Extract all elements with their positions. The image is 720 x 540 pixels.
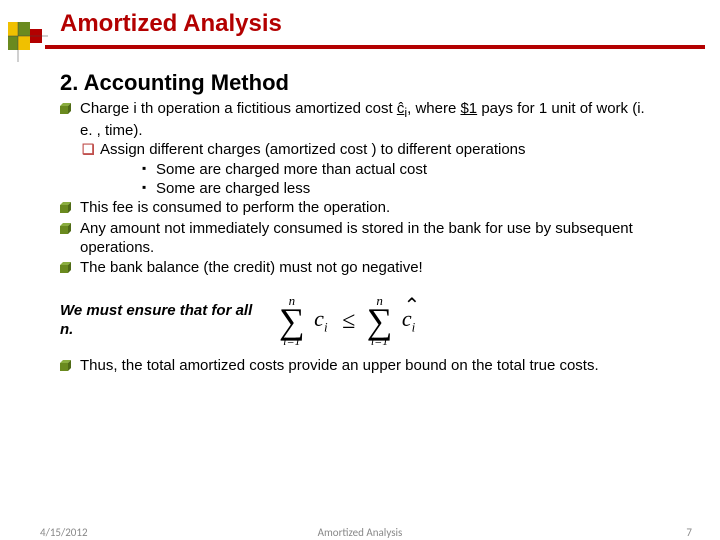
- slide-title: Amortized Analysis: [60, 10, 282, 38]
- ensure-text: We must ensure that for all n.: [60, 302, 260, 340]
- sigma-icon: ∑: [366, 307, 394, 336]
- bullet-item: Thus, the total amortized costs provide …: [60, 357, 660, 378]
- sigma-icon: ∑: [278, 307, 306, 336]
- subsub-bullet-text: Some are charged less: [156, 180, 660, 199]
- rhs-term: ci: [398, 306, 419, 331]
- ensure-row: We must ensure that for all n. n ∑ i=1 c…: [60, 294, 660, 348]
- section-heading: 2. Accounting Method: [60, 70, 289, 96]
- bullet-text: Charge i th operation a fictitious amort…: [80, 100, 660, 140]
- bullet-item: Charge i th operation a fictitious amort…: [60, 100, 660, 140]
- leq-operator: ≤: [336, 308, 361, 334]
- bullet-text: The bank balance (the credit) must not g…: [80, 259, 660, 278]
- footer-title: Amortized Analysis: [0, 526, 720, 539]
- subsub-bullet-text: Some are charged more than actual cost: [156, 161, 660, 180]
- bullet-text: Thus, the total amortized costs provide …: [80, 357, 660, 376]
- cube-bullet-icon: [60, 222, 80, 241]
- cube-bullet-icon: [60, 102, 80, 121]
- title-underline: [45, 45, 705, 49]
- square-bullet-icon: ❑: [82, 141, 100, 159]
- square-icon: ▪: [142, 161, 156, 176]
- cube-bullet-icon: [60, 359, 80, 378]
- cube-bullet-icon: [60, 261, 80, 280]
- square-icon: ▪: [142, 180, 156, 195]
- bullet-item: Any amount not immediately consumed is s…: [60, 220, 660, 258]
- text-span: Charge i th operation a fictitious amort…: [80, 100, 397, 117]
- bullet-text: Any amount not immediately consumed is s…: [80, 220, 660, 258]
- lhs-term: ci: [310, 306, 331, 331]
- sigma-rhs: n ∑ i=1: [366, 294, 394, 348]
- sigma-lhs: n ∑ i=1: [278, 294, 306, 348]
- slide-logo: [8, 22, 48, 62]
- c-hat: c: [402, 305, 412, 333]
- bullet-text: This fee is consumed to perform the oper…: [80, 199, 660, 218]
- c-hat-symbol: ĉi: [397, 100, 407, 117]
- slide-body: Charge i th operation a fictitious amort…: [60, 100, 660, 379]
- sub-bullet-item: ❑ Assign different charges (amortized co…: [60, 141, 660, 160]
- cube-bullet-icon: [60, 201, 80, 220]
- inequality-formula: n ∑ i=1 ci ≤ n ∑ i=1 ci: [278, 294, 419, 348]
- bullet-item: The bank balance (the credit) must not g…: [60, 259, 660, 280]
- subsub-bullet-item: ▪ Some are charged less: [60, 180, 660, 199]
- text-span: , where: [407, 100, 460, 117]
- bullet-item: This fee is consumed to perform the oper…: [60, 199, 660, 220]
- subsub-bullet-item: ▪ Some are charged more than actual cost: [60, 161, 660, 180]
- footer-page-number: 7: [686, 526, 692, 539]
- dollar-text: $1: [460, 100, 477, 117]
- sub-bullet-text: Assign different charges (amortized cost…: [100, 141, 660, 160]
